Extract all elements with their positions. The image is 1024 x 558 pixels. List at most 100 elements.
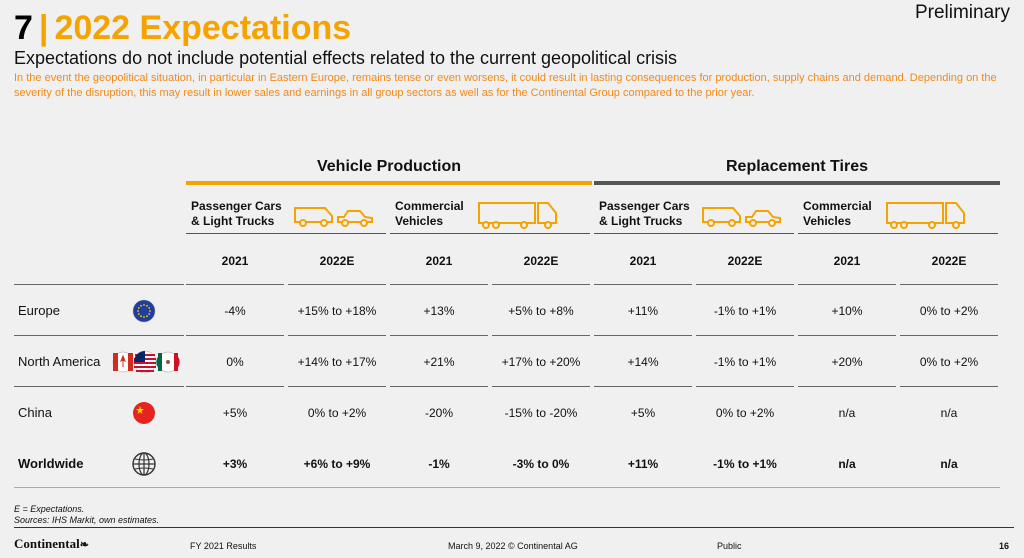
continental-logo: Continental❧ xyxy=(14,536,89,551)
table-cell: +3% xyxy=(222,457,248,471)
page-title: 7 | 2022 Expectations xyxy=(14,8,351,48)
group-replacement-tires: Replacement Tires xyxy=(726,158,868,175)
disclaimer-text: In the event the geopolitical situation,… xyxy=(14,72,997,99)
car-icon xyxy=(702,207,781,227)
year-header: 2022E xyxy=(727,254,763,268)
cell-rule xyxy=(390,284,488,285)
status-label: Preliminary xyxy=(914,2,1010,23)
eu-flag-icon xyxy=(132,299,156,323)
year-header: 2021 xyxy=(221,254,249,268)
cell-rule xyxy=(594,386,692,387)
table-cell: n/a xyxy=(940,457,958,471)
vehicle-type-header-1: Commercial Vehicles xyxy=(395,199,464,229)
cell-rule xyxy=(594,335,692,336)
vehicle-type-header-3: Commercial Vehicles xyxy=(803,199,872,229)
row-label: Europe xyxy=(18,303,60,318)
year-header: 2022E xyxy=(319,254,355,268)
cell-rule xyxy=(492,335,590,336)
row-rule xyxy=(14,335,184,336)
cell-rule xyxy=(288,284,386,285)
table-cell: +14% xyxy=(627,355,659,369)
footnote-sources: Sources: IHS Markit, own estimates. xyxy=(14,515,160,525)
footer-report: FY 2021 Results xyxy=(190,541,257,551)
car-icon xyxy=(294,207,373,227)
table-cell: +13% xyxy=(423,304,455,318)
table-cell: 0% to +2% xyxy=(715,406,775,420)
year-header: 2022E xyxy=(931,254,967,268)
year-header: 2021 xyxy=(629,254,657,268)
cell-rule xyxy=(798,284,896,285)
cell-rule xyxy=(696,284,794,285)
table-cell: 0% xyxy=(226,355,244,369)
cell-rule xyxy=(594,284,692,285)
table-cell: -1% to +1% xyxy=(713,457,777,471)
table-cell: -1% xyxy=(428,457,450,471)
table-cell: +11% xyxy=(627,457,659,471)
cell-rule xyxy=(798,386,896,387)
cell-rule xyxy=(798,335,896,336)
vehicle-type-line1: Passenger Cars xyxy=(191,199,282,213)
section-number: 7 xyxy=(14,9,33,47)
table-cell: -15% to -20% xyxy=(504,406,578,420)
table-cell: 0% to +2% xyxy=(307,406,367,420)
cell-rule xyxy=(390,386,488,387)
vehicle-type-line2: & Light Trucks xyxy=(191,214,275,228)
table-cell: -3% to 0% xyxy=(512,457,570,471)
table-cell: -1% to +1% xyxy=(713,355,777,369)
cell-rule xyxy=(390,335,488,336)
table-cell: +17% to +20% xyxy=(501,355,581,369)
table-cell: +14% to +17% xyxy=(297,355,377,369)
cell-rule xyxy=(186,386,284,387)
cell-rule xyxy=(288,386,386,387)
page-subtitle: Expectations do not include potential ef… xyxy=(14,48,678,68)
row-label: China xyxy=(18,405,52,420)
table-cell: -1% to +1% xyxy=(713,304,777,318)
table-bottom-rule xyxy=(14,487,1000,488)
table-cell: n/a xyxy=(838,457,856,471)
truck-icon xyxy=(478,202,557,229)
cell-rule xyxy=(492,284,590,285)
vehicle-type-line1: Commercial xyxy=(803,199,872,213)
table-cell: 0% to +2% xyxy=(919,355,979,369)
cell-rule xyxy=(186,335,284,336)
table-cell: +6% to +9% xyxy=(303,457,371,471)
footer-date: March 9, 2022 © Continental AG xyxy=(448,541,578,551)
row-rule xyxy=(14,386,184,387)
vehicle-type-line1: Passenger Cars xyxy=(599,199,690,213)
table-cell: +11% xyxy=(627,304,659,318)
table-cell: +20% xyxy=(831,355,863,369)
page-number: 16 xyxy=(999,541,1010,551)
vehicle-type-rule xyxy=(594,233,794,234)
vehicle-type-line1: Commercial xyxy=(395,199,464,213)
table-cell: n/a xyxy=(940,406,958,420)
table-cell: +10% xyxy=(831,304,863,318)
cell-rule xyxy=(900,386,998,387)
year-header: 2021 xyxy=(425,254,453,268)
vehicle-type-line2: Vehicles xyxy=(395,214,444,228)
china-flag-icon xyxy=(133,402,155,424)
vehicle-type-rule xyxy=(390,233,590,234)
footnote-expectations: E = Expectations. xyxy=(14,504,85,514)
cell-rule xyxy=(186,284,284,285)
table-cell: +5% xyxy=(630,406,656,420)
footer-rule xyxy=(14,527,1014,528)
truck-icon xyxy=(886,202,965,229)
cell-rule xyxy=(696,386,794,387)
table-cell: n/a xyxy=(838,406,856,420)
row-rule xyxy=(14,284,184,285)
group-line-replacement-tires xyxy=(594,181,1000,185)
cell-rule xyxy=(288,335,386,336)
title-text: 2022 Expectations xyxy=(54,9,352,47)
globe-icon xyxy=(132,452,156,476)
cell-rule xyxy=(492,386,590,387)
table-cell: -20% xyxy=(424,406,453,420)
cell-rule xyxy=(900,284,998,285)
table-cell: 0% to +2% xyxy=(919,304,979,318)
year-header: 2021 xyxy=(833,254,861,268)
table-cell: +5% to +8% xyxy=(508,304,574,318)
group-vehicle-production: Vehicle Production xyxy=(316,158,462,175)
vehicle-type-line2: & Light Trucks xyxy=(599,214,683,228)
year-header: 2022E xyxy=(523,254,559,268)
group-line-vehicle-production xyxy=(186,181,592,185)
table-cell: +21% xyxy=(423,355,455,369)
